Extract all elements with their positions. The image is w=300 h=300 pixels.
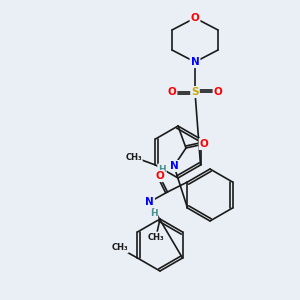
Text: O: O	[190, 13, 200, 23]
Text: O: O	[200, 139, 208, 149]
Text: CH₃: CH₃	[111, 244, 128, 253]
Text: O: O	[155, 171, 164, 181]
Text: N: N	[190, 57, 200, 67]
Text: S: S	[191, 87, 199, 97]
Text: H: H	[158, 164, 166, 173]
Text: N: N	[145, 197, 154, 207]
Text: CH₃: CH₃	[125, 152, 142, 161]
Text: H: H	[150, 209, 157, 218]
Text: N: N	[169, 161, 178, 171]
Text: O: O	[214, 87, 222, 97]
Text: O: O	[168, 87, 176, 97]
Text: CH₃: CH₃	[148, 232, 164, 242]
